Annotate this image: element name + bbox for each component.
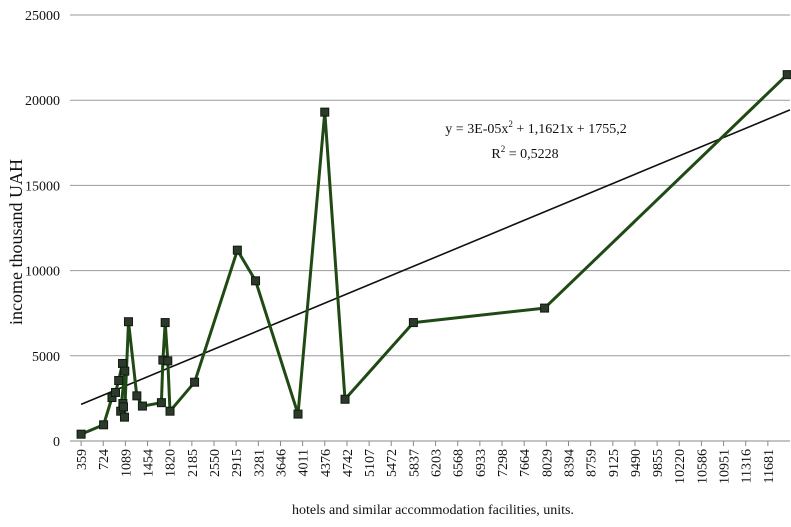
data-point-marker	[118, 358, 128, 368]
gridlines	[70, 14, 790, 357]
equation-part-2: + 1,1621x + 1755,2	[513, 122, 627, 137]
data-point-marker	[118, 402, 128, 412]
x-tick-label: 724	[97, 449, 112, 470]
x-tick-label: 3281	[252, 449, 267, 477]
x-tick-label: 8029	[540, 449, 555, 477]
data-point-marker	[165, 406, 175, 416]
r2-superscript: 2	[501, 144, 506, 154]
x-axis-label: hotels and similar accommodation facilit…	[292, 503, 574, 518]
x-tick-labels: 359 724 1089 1454 1820 2185 2550 2915 3281 3646 40…	[75, 449, 777, 484]
data-point-marker	[408, 318, 418, 328]
x-tick-label: 1454	[142, 449, 157, 477]
trendline	[80, 109, 791, 406]
x-tick-label: 7664	[518, 449, 533, 477]
data-point-marker	[540, 303, 550, 313]
x-tick-label: 2550	[208, 449, 223, 477]
x-tick-label: 1820	[164, 449, 179, 477]
data-point-marker	[119, 412, 129, 422]
x-tick-label: 8394	[562, 449, 577, 477]
data-point-marker	[99, 420, 109, 430]
y-tick-label: 10000	[25, 265, 60, 280]
x-tick-label: 9855	[651, 449, 666, 477]
x-tick-label: 1089	[119, 449, 134, 477]
data-point-marker	[120, 366, 130, 376]
data-point-marker	[782, 70, 791, 80]
x-tick-label: 9490	[629, 449, 644, 477]
x-tick-label: 6933	[474, 449, 489, 477]
x-tick-label: 4742	[341, 449, 356, 477]
x-tick-label: 4011	[297, 449, 312, 476]
x-tick-label: 7298	[496, 449, 511, 477]
trendline-equation: y = 3E-05x2 + 1,1621x + 1755,2	[445, 119, 626, 137]
data-point-marker	[76, 429, 86, 439]
y-tick-label: 0	[53, 435, 60, 450]
y-tick-label: 20000	[25, 94, 60, 109]
x-tick-label: 11316	[740, 449, 755, 483]
x-tick-label: 11681	[762, 449, 777, 483]
series-group	[80, 73, 789, 436]
y-tick-label: 5000	[32, 350, 60, 365]
x-tick-label: 10951	[718, 449, 733, 484]
x-tick-label: 5472	[385, 449, 400, 477]
r-squared-label: R2 = 0,5228	[491, 144, 558, 162]
x-tick-label: 6568	[452, 449, 467, 477]
y-tick-label: 25000	[25, 9, 60, 24]
y-tick-labels: 0 5000 10000 15000 20000 25000	[25, 9, 60, 450]
data-point-marker	[137, 401, 147, 411]
x-tick-label: 5837	[407, 449, 422, 477]
markers-group	[76, 70, 791, 439]
data-point-marker	[251, 276, 261, 286]
data-point-marker	[123, 317, 133, 327]
x-tick-label: 9125	[607, 449, 622, 477]
x-tick-label: 2185	[186, 449, 201, 477]
r2-value: = 0,5228	[505, 147, 558, 162]
x-tick-label: 6203	[430, 449, 445, 477]
x-tick-label: 3646	[274, 449, 289, 477]
x-tick-label: 5107	[363, 449, 378, 477]
data-point-marker	[132, 391, 142, 401]
trendline-group	[80, 109, 791, 406]
y-tick-label: 15000	[25, 179, 60, 194]
y-axis-label: income thousand UAH	[6, 159, 26, 325]
data-point-marker	[156, 398, 166, 408]
data-point-marker	[110, 387, 120, 397]
data-point-marker	[163, 356, 173, 366]
data-point-marker	[114, 376, 124, 386]
x-tick-label: 8759	[585, 449, 600, 477]
data-point-marker	[160, 318, 170, 328]
x-tick-label: 2915	[230, 449, 245, 477]
r2-base: R	[491, 147, 501, 162]
data-point-marker	[340, 394, 350, 404]
data-point-marker	[232, 245, 242, 255]
x-tick-label: 359	[75, 449, 90, 470]
equation-part-1: y = 3E-05x	[445, 122, 508, 137]
equation-superscript: 2	[508, 119, 513, 129]
series-line	[80, 73, 789, 436]
x-tick-label: 10586	[695, 449, 710, 484]
data-point-marker	[320, 107, 330, 117]
data-point-marker	[190, 377, 200, 387]
data-point-marker	[293, 409, 303, 419]
axes	[70, 440, 790, 446]
x-tick-label: 4376	[319, 449, 334, 477]
x-tick-label: 10220	[673, 449, 688, 484]
